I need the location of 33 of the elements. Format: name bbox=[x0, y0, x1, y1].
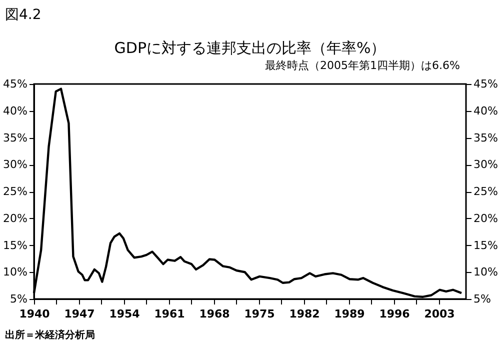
x-tick-label: 1961 bbox=[154, 308, 185, 320]
y2-tick-label: 25% bbox=[474, 185, 498, 198]
caption: 図4.2 bbox=[5, 7, 42, 23]
y2-tick-label: 30% bbox=[474, 158, 498, 172]
y2-tick-label: 5% bbox=[474, 292, 491, 306]
y-tick-label: 20% bbox=[3, 212, 28, 225]
x-tick-label: 1989 bbox=[334, 308, 365, 320]
x-tick-label: 1954 bbox=[109, 308, 140, 320]
y-tick-label: 5% bbox=[10, 292, 28, 306]
x-tick-label: 1975 bbox=[244, 308, 275, 320]
y-tick-label: 40% bbox=[3, 104, 28, 118]
line-series bbox=[32, 88, 463, 298]
x-tick-label: 1982 bbox=[289, 308, 320, 320]
y2-tick-label: 40% bbox=[474, 104, 498, 118]
x-tick-label: 1996 bbox=[379, 308, 410, 320]
x-tick-label: 1968 bbox=[199, 308, 230, 320]
y-tick-label: 25% bbox=[3, 185, 28, 198]
x-tick-label: 2003 bbox=[424, 308, 455, 320]
y-tick-label: 30% bbox=[3, 158, 28, 172]
y2-tick-label: 35% bbox=[474, 131, 498, 144]
text: 出所＝米経済分析局 bbox=[5, 329, 95, 341]
y-tick-label: 15% bbox=[3, 238, 28, 252]
x-tick-label: 1940 bbox=[19, 308, 50, 320]
chart-title: GDPに対する連邦支出の比率（年率%） bbox=[114, 39, 386, 57]
y-tick-label: 10% bbox=[3, 266, 28, 279]
y2-tick-label: 45% bbox=[474, 78, 498, 90]
y2-tick-label: 15% bbox=[474, 238, 498, 252]
y-tick-label: 45% bbox=[3, 78, 28, 90]
x-tick-label: 1947 bbox=[64, 308, 95, 320]
y2-tick-label: 20% bbox=[474, 212, 498, 225]
y2-tick-label: 10% bbox=[474, 266, 498, 279]
y-tick-label: 35% bbox=[3, 131, 28, 144]
text: 最終時点（2005年第1四半期）は6.6% bbox=[265, 59, 460, 72]
